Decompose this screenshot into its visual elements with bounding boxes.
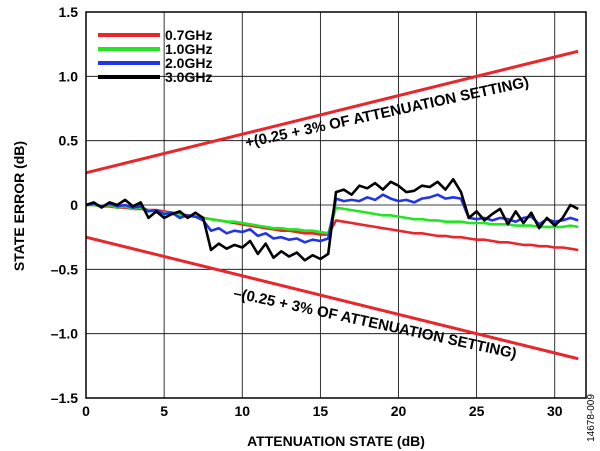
y-tick-label: 1.5: [59, 4, 79, 20]
x-axis-title: ATTENUATION STATE (dB): [247, 433, 425, 449]
y-tick-label: 0.5: [59, 133, 79, 149]
lower-bound-line: [85, 235, 579, 361]
x-tick-label: 10: [234, 403, 250, 419]
upper-bound-annotation: +(0.25 + 3% OF ATTENUATION SETTING): [244, 74, 531, 152]
y-tick-labels: –1.5 –1.0 –0.5 0 0.5 1.0 1.5: [51, 4, 78, 406]
x-tick-label: 20: [391, 403, 407, 419]
x-tick-label: 5: [160, 403, 168, 419]
x-tick-label: 25: [469, 403, 485, 419]
legend-label-2.0ghz: 2.0GHz: [165, 55, 212, 71]
series-lines: [85, 178, 579, 262]
x-tick-label: 30: [547, 403, 563, 419]
x-tick-label: 15: [313, 403, 329, 419]
error-bound-lines: [85, 49, 579, 361]
y-tick-label: 1.0: [59, 68, 79, 84]
plot-frame: [85, 11, 587, 399]
y-tick-label: –0.5: [51, 261, 78, 277]
lower-bound-annotation: –(0.25 + 3% OF ATTENUATION SETTING): [232, 285, 518, 363]
series-line-3.0ghz: [85, 178, 579, 262]
y-axis-title: STATE ERROR (dB): [11, 141, 27, 271]
y-tick-label: 0: [70, 197, 78, 213]
legend-label-3.0ghz: 3.0GHz: [165, 69, 212, 85]
upper-bound-line: [85, 49, 579, 175]
legend: 0.7GHz 1.0GHz 2.0GHz 3.0GHz: [98, 27, 212, 85]
legend-label-1.0ghz: 1.0GHz: [165, 41, 212, 57]
y-tick-label: –1.5: [51, 390, 78, 406]
x-tick-label: 0: [82, 403, 90, 419]
figure-id: 14678-009: [586, 394, 597, 442]
x-tick-labels: 0 5 10 15 20 25 30: [82, 403, 563, 419]
legend-label-0.7ghz: 0.7GHz: [165, 27, 212, 43]
y-tick-label: –1.0: [51, 326, 78, 342]
